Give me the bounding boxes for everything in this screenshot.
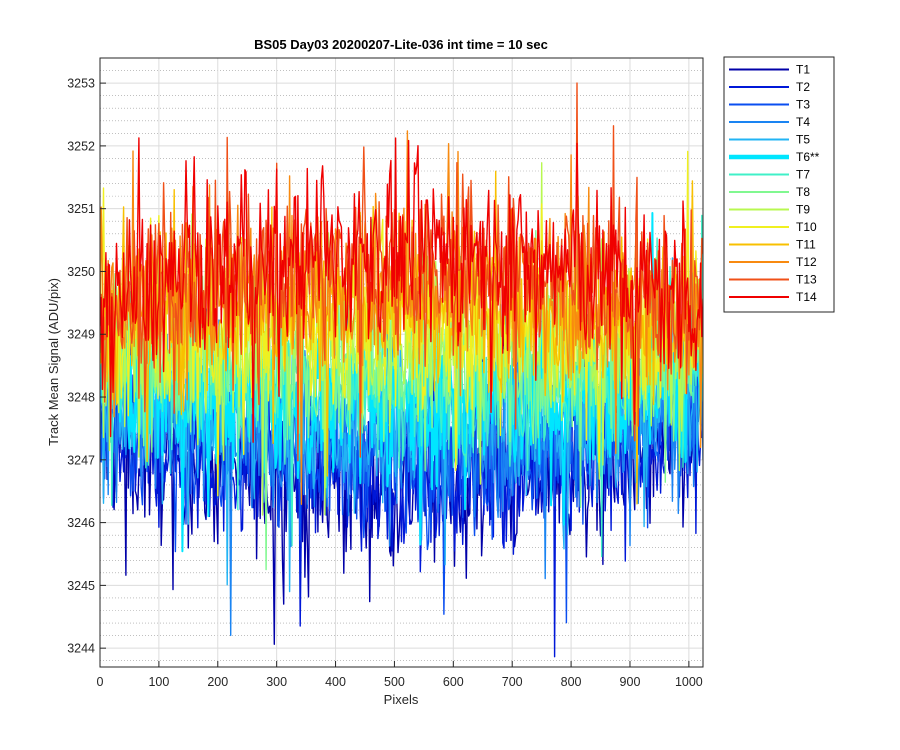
- x-axis-label: Pixels: [384, 692, 419, 707]
- legend-label: T10: [796, 220, 817, 234]
- y-tick-label: 3246: [67, 516, 95, 530]
- legend-label: T14: [796, 290, 817, 304]
- legend-label: T4: [796, 115, 810, 129]
- y-axis: 3244 3245 3246 3247 3248 3249 3250 3251 3252 3253: [67, 77, 106, 656]
- y-axis-label: Track Mean Signal (ADU/pix): [46, 278, 61, 446]
- y-tick-label: 3250: [67, 265, 95, 279]
- x-tick-label: 500: [384, 675, 405, 689]
- legend-label: T3: [796, 98, 810, 112]
- x-tick-label: 0: [97, 675, 104, 689]
- y-tick-label: 3248: [67, 391, 95, 405]
- x-tick-label: 800: [561, 675, 582, 689]
- x-axis: 0 100 200 300 400 500 600 700 800 900 1000: [97, 661, 703, 689]
- y-tick-label: 3251: [67, 202, 95, 216]
- x-tick-label: 600: [443, 675, 464, 689]
- legend-label: T2: [796, 80, 810, 94]
- y-tick-label: 3244: [67, 642, 95, 656]
- x-tick-label: 1000: [675, 675, 703, 689]
- legend-label: T1: [796, 63, 810, 77]
- legend-label: T13: [796, 273, 817, 287]
- plot-frame: [99, 57, 704, 668]
- legend-box: [723, 56, 835, 313]
- x-tick-label: 900: [620, 675, 641, 689]
- series-line-t14: [100, 137, 703, 443]
- x-tick-label: 300: [266, 675, 287, 689]
- legend: T1 T2 T3 T4 T5 T6** T7 T8 T9 T10 T11 T12 T13 T14: [723, 56, 835, 313]
- legend-label: T9: [796, 203, 810, 217]
- legend-label: T6**: [796, 150, 820, 164]
- legend-label: T5: [796, 133, 810, 147]
- legend-label: T11: [796, 238, 816, 252]
- legend-label: T7: [796, 168, 810, 182]
- chart-title: BS05 Day03 20200207-Lite-036 int time = …: [254, 37, 548, 52]
- y-tick-label: 3253: [67, 77, 95, 91]
- series-layer: [100, 82, 703, 658]
- y-tick-label: 3249: [67, 328, 95, 342]
- x-tick-label: 100: [148, 675, 169, 689]
- legend-label: T8: [796, 185, 810, 199]
- y-tick-label: 3247: [67, 453, 95, 467]
- x-tick-label: 200: [207, 675, 228, 689]
- x-tick-label: 700: [502, 675, 523, 689]
- y-tick-label: 3252: [67, 139, 95, 153]
- x-tick-label: 400: [325, 675, 346, 689]
- legend-label: T12: [796, 255, 817, 269]
- y-tick-label: 3245: [67, 579, 95, 593]
